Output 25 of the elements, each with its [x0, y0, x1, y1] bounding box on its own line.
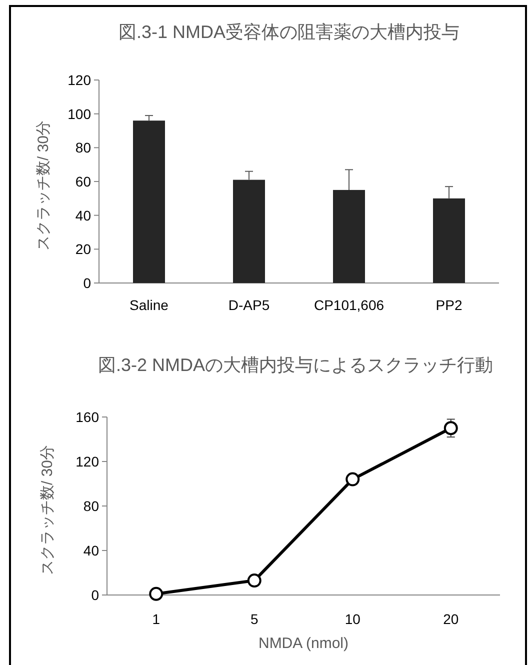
y-tick-label: 0	[91, 587, 100, 603]
y-tick-label: 80	[75, 140, 92, 156]
y-tick-label: 80	[83, 498, 100, 514]
chart-title: 図.3-2 NMDAの大槽内投与によるスクラッチ行動	[98, 355, 494, 375]
y-tick-label: 40	[75, 207, 92, 224]
x-tick-label: D-AP5	[228, 297, 270, 313]
x-tick-label: 1	[152, 611, 160, 627]
x-tick-label: 20	[443, 611, 459, 627]
x-tick-label: Saline	[130, 297, 169, 313]
y-tick-label: 160	[76, 409, 100, 425]
y-tick-label: 20	[75, 241, 92, 258]
x-tick-label: 5	[250, 611, 258, 627]
y-axis-title: スクラッチ数/ 30分	[39, 444, 56, 576]
x-tick-label: PP2	[436, 297, 462, 313]
y-tick-label: 120	[76, 454, 100, 470]
x-axis-title: NMDA (nmol)	[258, 635, 349, 652]
y-tick-label: 0	[83, 275, 92, 291]
y-tick-label: 60	[75, 174, 92, 190]
y-tick-label: 40	[83, 542, 100, 558]
y-tick-label: 120	[68, 72, 92, 88]
x-tick-label: 10	[344, 611, 361, 627]
x-tick-label: CP101,606	[314, 297, 384, 313]
y-axis-title: スクラッチ数/ 30分	[35, 120, 52, 251]
chart-title: 図.3-1 NMDA受容体の阻害薬の大槽内投与	[118, 22, 460, 42]
y-tick-label: 100	[68, 106, 92, 122]
